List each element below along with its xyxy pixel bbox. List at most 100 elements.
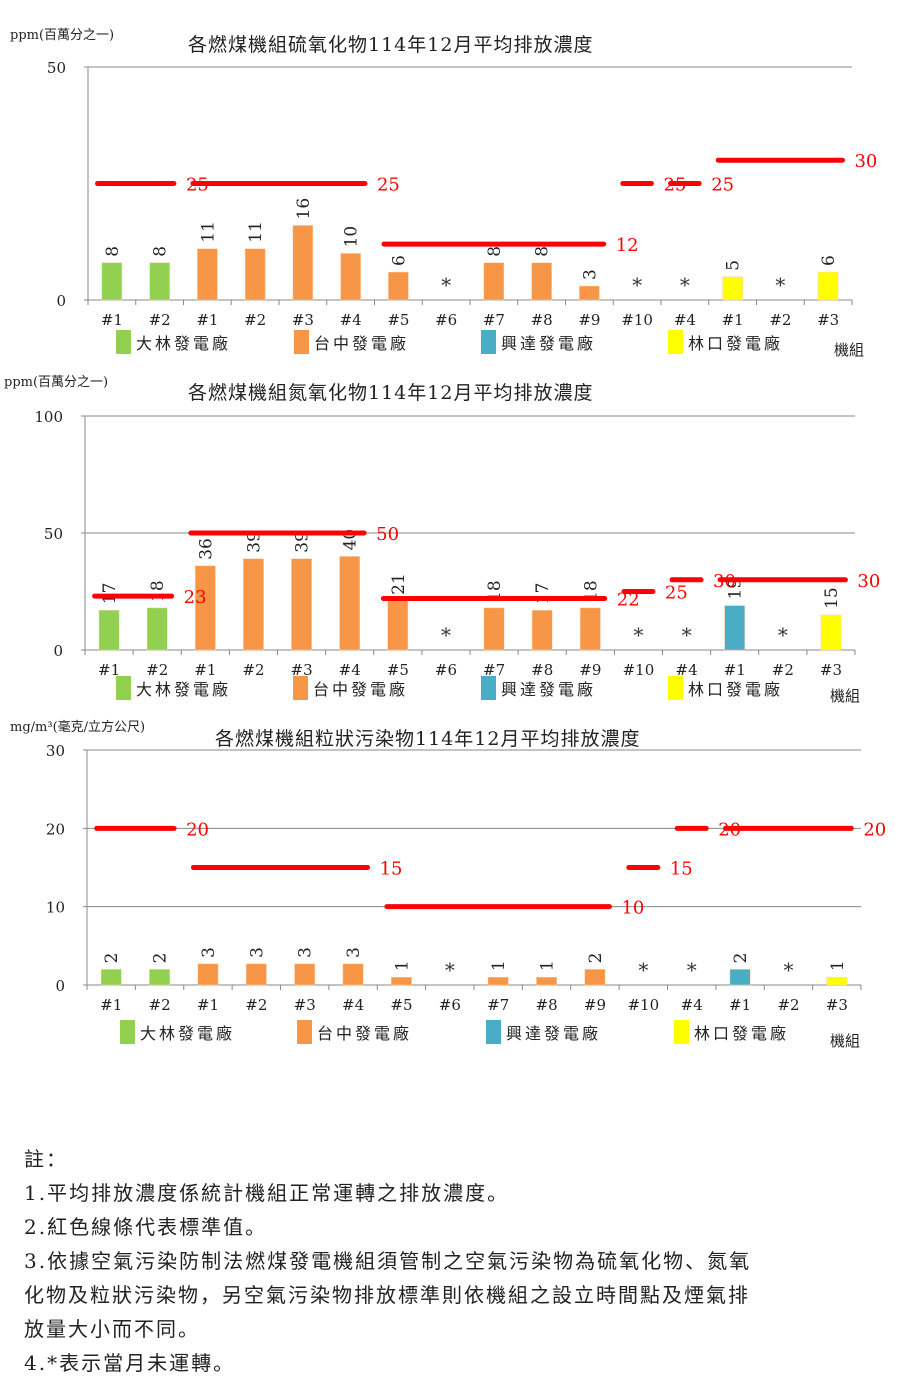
y-tick-label: 100	[34, 408, 63, 426]
x-category-label: #10	[623, 661, 655, 679]
note-line: 放量大小而不同。	[24, 1317, 200, 1341]
x-category-label: #7	[483, 661, 505, 679]
x-category-label: #1	[724, 661, 746, 679]
bar-value-label: 11	[246, 221, 266, 243]
bar	[483, 262, 505, 301]
legend-swatch	[297, 1020, 312, 1044]
bar	[342, 963, 364, 986]
x-category-label: #1	[197, 996, 219, 1014]
bar	[294, 963, 316, 986]
standard-value-label: 50	[376, 524, 399, 545]
standard-value-label: 20	[186, 819, 209, 840]
bar-value-label: 1	[828, 960, 848, 971]
not-operating-marker: *	[775, 273, 785, 297]
standard-value-label: 25	[665, 583, 688, 604]
legend-swatch	[293, 676, 308, 700]
x-category-label: #4	[674, 311, 696, 329]
x-axis-unit: 機組	[834, 341, 865, 359]
bar-value-label: 6	[389, 255, 409, 266]
note-line: 4.*表示當月未運轉。	[24, 1351, 236, 1375]
legend-linkou: 林口發電廠	[668, 330, 783, 354]
legend-taichung: 台中發電廠	[297, 1020, 412, 1044]
x-category-label: #10	[627, 996, 659, 1014]
legend-dalin: 大林發電廠	[120, 1020, 235, 1044]
y-axis-unit: mg/m³(毫克/立方公尺)	[10, 720, 146, 735]
not-operating-marker: *	[680, 273, 690, 297]
x-category-label: #1	[722, 311, 744, 329]
bar	[340, 253, 361, 301]
bar-value-label: 3	[247, 947, 267, 958]
x-category-label: #6	[435, 311, 457, 329]
bar	[292, 225, 314, 301]
x-category-label: #6	[439, 996, 461, 1014]
pm-chart: mg/m³(毫克/立方公尺) 各燃煤機組粒狀污染物114年12月平均排放濃度 0…	[10, 720, 886, 1050]
x-category-label: #10	[621, 311, 653, 329]
bar	[146, 607, 168, 651]
bar	[817, 271, 839, 301]
note-line: 2.紅色線條代表標準值。	[24, 1215, 268, 1239]
bar	[243, 558, 264, 651]
legend-swatch	[668, 330, 683, 354]
x-category-label: #2	[242, 661, 264, 679]
x-category-label: #8	[536, 996, 558, 1014]
bar-value-label: 5	[724, 260, 744, 271]
x-category-label: #2	[149, 996, 171, 1014]
standard-value-label: 25	[711, 175, 734, 196]
bar	[579, 285, 600, 301]
bar	[584, 969, 606, 986]
x-category-label: #3	[826, 996, 848, 1014]
bar-value-label: 36	[196, 538, 216, 560]
not-operating-marker: *	[441, 273, 451, 297]
bar	[291, 558, 312, 651]
legend-swatch	[668, 676, 683, 700]
chart-title: 各燃煤機組粒狀污染物114年12月平均排放濃度	[215, 728, 641, 750]
bar-value-label: 8	[103, 246, 123, 257]
standard-value-label: 30	[854, 151, 877, 172]
bar	[339, 556, 361, 651]
legend-swatch	[294, 330, 309, 354]
not-operating-marker: *	[778, 623, 788, 647]
y-tick-label: 0	[55, 977, 65, 995]
y-tick-label: 10	[46, 899, 65, 917]
not-operating-marker: *	[687, 958, 697, 982]
x-category-label: #1	[196, 311, 218, 329]
notes-section: 註： 1.平均排放濃度係統計機組正常運轉之排放濃度。 2.紅色線條代表標準值。 …	[24, 1142, 904, 1380]
legend-taichung: 台中發電廠	[293, 676, 408, 700]
bar	[722, 276, 743, 301]
x-category-label: #2	[777, 996, 799, 1014]
standard-value-label: 12	[616, 235, 639, 256]
bar-value-label: 3	[199, 947, 219, 958]
legend-linkou: 林口發電廠	[674, 1020, 789, 1044]
legend-hsinta: 興達發電廠	[481, 330, 596, 354]
bar	[531, 609, 553, 651]
x-category-label: #2	[146, 661, 168, 679]
bar-value-label: 10	[342, 226, 362, 248]
bar-value-label: 2	[102, 953, 122, 964]
bar	[579, 607, 601, 651]
x-category-label: #5	[390, 996, 412, 1014]
plot-area: 05010017#118#236#139#239#340#421#5*#618#…	[34, 408, 880, 679]
x-category-label: #2	[245, 996, 267, 1014]
standard-value-label: 20	[863, 819, 886, 840]
x-category-label: #7	[483, 311, 505, 329]
bar	[826, 976, 848, 986]
bar-value-label: 11	[198, 221, 218, 243]
bar	[724, 605, 746, 651]
bar-value-label: 3	[580, 269, 600, 280]
x-category-label: #1	[101, 311, 123, 329]
bar	[487, 976, 509, 986]
notes-heading: 註：	[24, 1147, 68, 1171]
y-tick-label: 0	[56, 292, 66, 310]
bar	[101, 262, 123, 301]
bar-value-label: 15	[822, 587, 842, 609]
bar	[197, 963, 219, 986]
bar-value-label: 3	[344, 947, 364, 958]
legend-taichung: 台中發電廠	[294, 330, 409, 354]
not-operating-marker: *	[445, 958, 455, 982]
bar	[244, 248, 266, 301]
x-category-label: #9	[584, 996, 606, 1014]
x-category-label: #1	[98, 661, 120, 679]
standard-value-label: 22	[617, 590, 640, 611]
bar-value-label: 2	[731, 953, 751, 964]
x-category-label: #4	[681, 996, 703, 1014]
